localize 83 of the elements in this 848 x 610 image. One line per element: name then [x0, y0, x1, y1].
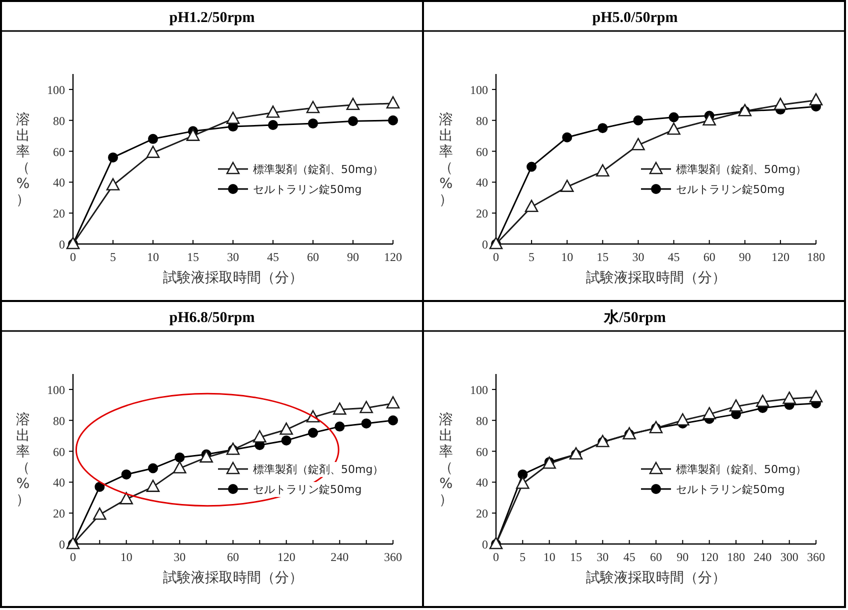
x-tick-label: 10	[561, 250, 574, 264]
y-axis-title: 溶出率（%）	[439, 112, 453, 208]
y-axis-title: 溶出率（%）	[16, 412, 30, 508]
legend-label: セルトラリン錠50mg	[676, 183, 785, 196]
legend-label: セルトラリン錠50mg	[253, 183, 362, 196]
x-tick-label: 45	[668, 250, 680, 264]
x-tick-label: 0	[70, 250, 76, 264]
x-tick-label: 30	[227, 250, 239, 264]
x-tick-label: 45	[267, 250, 279, 264]
x-tick-label: 10	[147, 250, 159, 264]
x-tick-label: 0	[493, 250, 499, 264]
x-tick-label: 5	[528, 250, 535, 264]
y-tick-label: 20	[476, 506, 488, 521]
x-tick-label: 10	[543, 550, 556, 564]
x-tick-label: 10	[120, 550, 132, 564]
y-tick-label: 100	[470, 82, 488, 97]
y-tick-label: 100	[47, 382, 65, 397]
x-tick-label: 240	[330, 550, 349, 564]
x-tick-label: 5	[520, 550, 526, 564]
x-tick-label: 180	[807, 250, 825, 264]
y-tick-label: 40	[53, 476, 65, 490]
y-tick-label: 80	[53, 414, 65, 428]
x-tick-label: 120	[384, 250, 402, 264]
y-tick-label: 60	[476, 444, 488, 459]
y-axis-title: 溶出率（%）	[16, 112, 30, 208]
x-tick-label: 60	[650, 550, 662, 564]
y-tick-label: 80	[476, 414, 488, 428]
y-tick-label: 60	[53, 444, 65, 459]
x-tick-label: 0	[493, 550, 499, 564]
x-tick-label: 120	[277, 550, 296, 564]
y-tick-label: 100	[47, 82, 65, 97]
chart-title: pH5.0/50rpm	[592, 10, 678, 26]
x-tick-label: 360	[384, 550, 402, 564]
y-tick-label: 40	[53, 176, 65, 190]
x-tick-label: 90	[738, 250, 751, 264]
legend-label: セルトラリン錠50mg	[253, 483, 362, 496]
x-tick-label: 90	[347, 250, 359, 264]
y-axis-title: 溶出率（%）	[439, 412, 453, 508]
x-tick-label: 30	[596, 550, 609, 564]
legend-label: 標準製剤（錠剤、50mg）	[676, 463, 807, 476]
x-tick-label: 240	[754, 550, 772, 564]
legend-label: 標準製剤（錠剤、50mg）	[676, 163, 807, 176]
chart-title: 水/50rpm	[603, 309, 666, 326]
x-axis-title: 試験液採取時間（分）	[586, 270, 726, 286]
y-tick-label: 60	[53, 144, 65, 159]
legend-label: 標準製剤（錠剤、50mg）	[253, 163, 384, 176]
y-tick-label: 60	[476, 144, 488, 159]
x-tick-label: 60	[703, 250, 716, 264]
legend-label: 標準製剤（錠剤、50mg）	[253, 463, 384, 476]
x-tick-label: 60	[307, 250, 319, 264]
y-tick-label: 0	[482, 538, 488, 552]
y-tick-label: 20	[53, 506, 65, 521]
x-tick-label: 180	[727, 550, 745, 564]
y-tick-label: 20	[476, 206, 488, 221]
y-tick-label: 100	[470, 382, 488, 397]
x-tick-label: 120	[771, 250, 790, 264]
x-axis-title: 試験液採取時間（分）	[163, 270, 303, 286]
y-tick-label: 0	[59, 538, 65, 552]
x-tick-label: 0	[70, 550, 76, 564]
y-tick-label: 0	[482, 238, 488, 252]
x-tick-label: 300	[780, 550, 798, 564]
chart-title: pH6.8/50rpm	[169, 310, 256, 326]
x-tick-label: 60	[227, 550, 239, 564]
y-tick-label: 40	[476, 176, 488, 190]
y-tick-label: 80	[476, 114, 488, 128]
x-tick-label: 15	[187, 250, 199, 264]
x-tick-label: 45	[623, 550, 636, 564]
x-axis-title: 試験液採取時間（分）	[163, 570, 303, 586]
x-axis-title: 試験液採取時間（分）	[586, 570, 726, 586]
legend-label: セルトラリン錠50mg	[676, 483, 785, 496]
x-tick-label: 15	[596, 250, 609, 264]
x-tick-label: 5	[110, 250, 116, 264]
y-tick-label: 20	[53, 206, 65, 221]
x-tick-label: 90	[676, 550, 689, 564]
y-tick-label: 40	[476, 476, 488, 490]
y-tick-label: 80	[53, 114, 65, 128]
x-tick-label: 120	[700, 550, 718, 564]
x-tick-label: 30	[632, 250, 644, 264]
x-tick-label: 30	[174, 550, 186, 564]
y-tick-label: 0	[59, 238, 65, 252]
x-tick-label: 15	[570, 550, 582, 564]
x-tick-label: 360	[807, 550, 825, 564]
chart-title: pH1.2/50rpm	[169, 10, 256, 26]
